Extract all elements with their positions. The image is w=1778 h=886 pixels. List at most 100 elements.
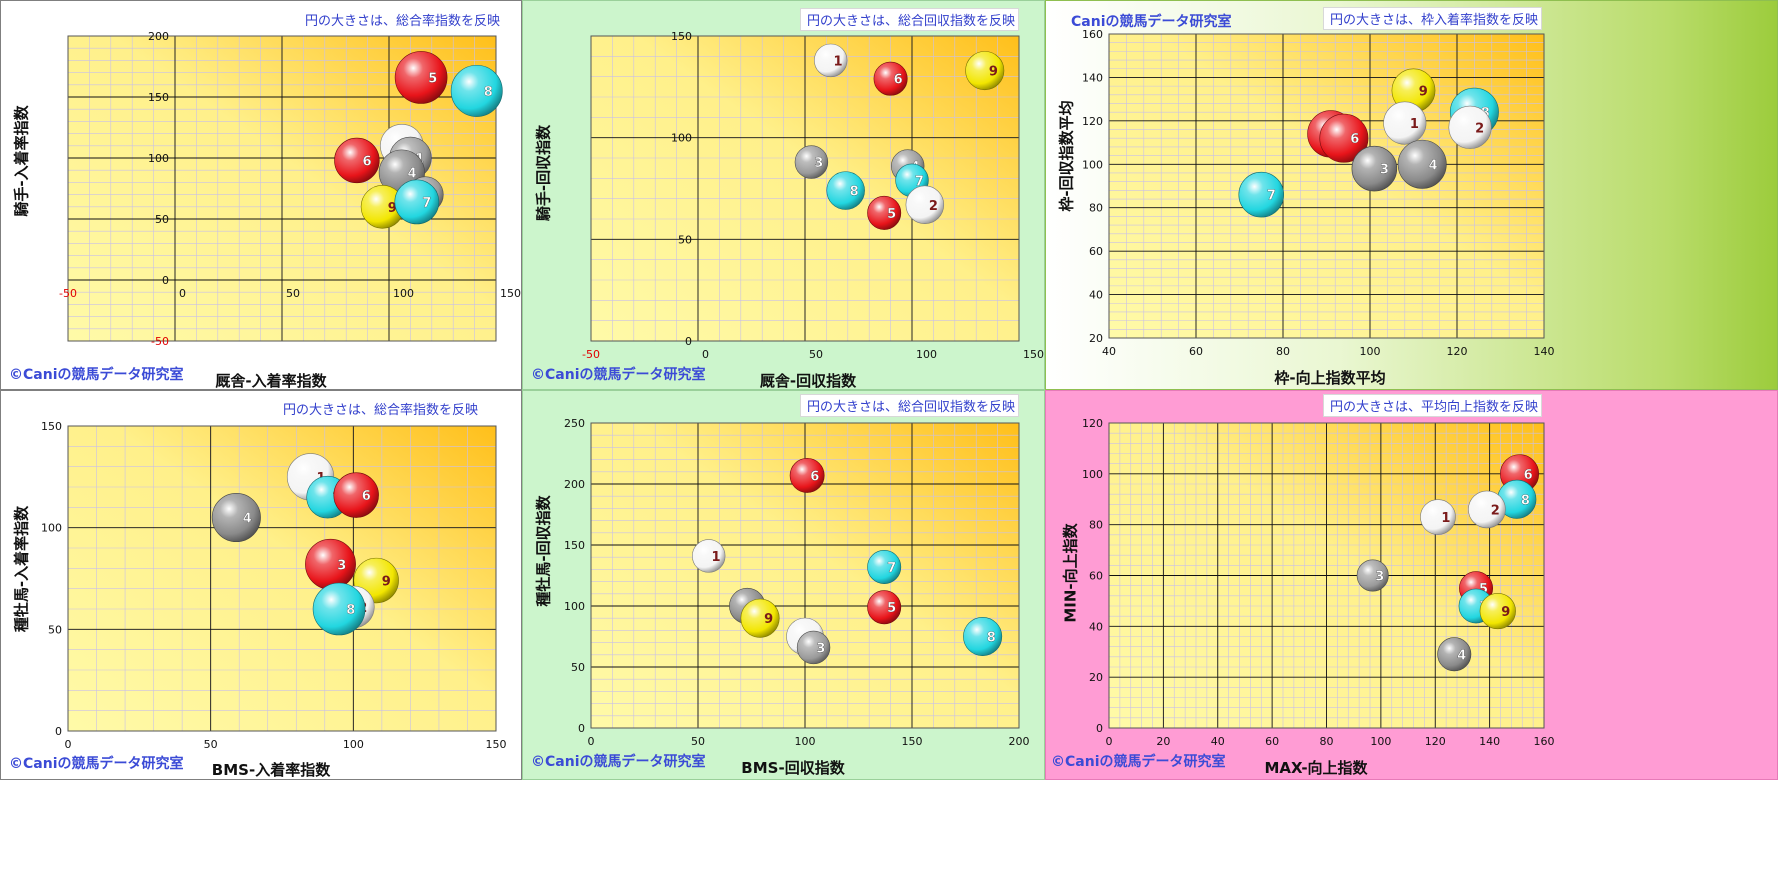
y-tick-label: 0 xyxy=(685,335,692,348)
x-tick-label: 80 xyxy=(1320,735,1334,748)
y-tick-label: 40 xyxy=(1089,289,1103,302)
bubble-label: 9 xyxy=(388,201,397,216)
bubble-label: 5 xyxy=(428,71,437,86)
bubble-size-note: 円の大きさは、総合率指数を反映 xyxy=(283,403,479,418)
x-tick-label: 50 xyxy=(691,735,705,748)
y-tick-label: 200 xyxy=(148,30,169,43)
bubble-label: 2 xyxy=(1475,121,1484,136)
y-tick-label: 60 xyxy=(1089,245,1103,258)
bubble-horse-9 xyxy=(1479,592,1516,630)
bubble-label: 6 xyxy=(1524,468,1533,483)
bubble-horse-5 xyxy=(394,51,448,104)
bubble-label: 4 xyxy=(1457,648,1466,663)
bubble-label: 6 xyxy=(362,154,371,169)
bubble-horse-1 xyxy=(1383,101,1427,145)
y-tick-label: 100 xyxy=(1082,158,1103,171)
y-tick-label: 50 xyxy=(571,661,585,674)
x-axis-label: 枠-向上指数平均 xyxy=(1274,369,1386,387)
bubble-label: 5 xyxy=(887,207,896,222)
copyright-label: Caniの競馬データ研究室 xyxy=(1071,14,1232,30)
x-tick-label: 40 xyxy=(1211,735,1225,748)
bubble-size-note: 円の大きさは、枠入着率指数を反映 xyxy=(1323,7,1542,30)
bubble-label: 4 xyxy=(408,167,417,182)
bubble-label: 1 xyxy=(1441,511,1450,526)
bubble-label: 3 xyxy=(337,558,346,573)
y-tick-label: 60 xyxy=(1089,570,1103,583)
x-tick-label: 0 xyxy=(1106,735,1113,748)
bubble-label: 5 xyxy=(887,601,896,616)
bubble-size-note: 円の大きさは、総合回収指数を反映 xyxy=(800,8,1019,31)
x-tick-label: 150 xyxy=(1023,348,1044,361)
bubble-label: 3 xyxy=(816,641,825,656)
y-tick-label: 250 xyxy=(564,417,585,430)
y-axis-label: 騎手-回収指数 xyxy=(534,124,553,222)
x-tick-label: 100 xyxy=(393,287,414,300)
y-tick-label: 50 xyxy=(678,233,692,246)
y-tick-label: 100 xyxy=(1082,468,1103,481)
bubble-horse-4 xyxy=(211,493,261,543)
copyright-label: ©Caniの競馬データ研究室 xyxy=(531,754,706,770)
y-axis-label: 種牡馬-回収指数 xyxy=(534,495,553,607)
x-tick-label: 50 xyxy=(809,348,823,361)
copyright-label: ©Caniの競馬データ研究室 xyxy=(9,756,184,772)
bubble-horse-3 xyxy=(1351,145,1398,192)
y-tick-label: 100 xyxy=(671,132,692,145)
y-axis-label: 枠-回収指数平均 xyxy=(1057,100,1076,212)
x-tick-label: -50 xyxy=(582,348,600,361)
bubble-horse-8 xyxy=(826,171,865,210)
x-tick-label: 50 xyxy=(286,287,300,300)
y-tick-label: 120 xyxy=(1082,417,1103,430)
bubble-horse-4 xyxy=(1437,637,1472,672)
x-tick-label: 140 xyxy=(1534,345,1555,358)
bubble-label: 9 xyxy=(1419,84,1428,99)
bubble-label: 6 xyxy=(810,469,819,484)
bubble-label: 7 xyxy=(915,174,924,189)
y-tick-label: 0 xyxy=(1096,722,1103,735)
copyright-label: ©Caniの競馬データ研究室 xyxy=(531,367,706,383)
x-tick-label: 160 xyxy=(1534,735,1555,748)
y-axis-label: MIN-向上指数 xyxy=(1061,523,1080,623)
bubble-label: 1 xyxy=(1410,117,1419,132)
bubble-label: 6 xyxy=(362,489,371,504)
panel-stable-jockey-return: -50050100150050100150169347825 円の大きさは、総合… xyxy=(522,0,1045,390)
bubble-horse-7 xyxy=(867,549,902,584)
x-axis-label: BMS-回収指数 xyxy=(741,759,845,777)
x-tick-label: 40 xyxy=(1102,345,1116,358)
panel-sire-bms-rate: 05010015005010015017643928 円の大きさは、総合率指数を… xyxy=(0,390,522,780)
x-tick-label: 0 xyxy=(179,287,186,300)
bubble-horse-8 xyxy=(312,582,366,636)
x-tick-label: 140 xyxy=(1479,735,1500,748)
y-axis-label: 種牡馬-入着率指数 xyxy=(12,505,31,633)
bubble-label: 3 xyxy=(1380,163,1389,178)
bubble-horse-1 xyxy=(813,43,848,78)
bubble-label: 5 xyxy=(1479,582,1488,597)
x-axis-label: 厩舎-回収指数 xyxy=(759,372,857,390)
bubble-horse-8 xyxy=(450,64,503,117)
bubble-size-note: 円の大きさは、総合率指数を反映 xyxy=(305,14,501,29)
plot-svg: 05010015005010015017643928 xyxy=(41,420,507,751)
x-axis-label: MAX-向上指数 xyxy=(1264,759,1368,777)
x-tick-label: 0 xyxy=(588,735,595,748)
y-tick-label: 50 xyxy=(155,213,169,226)
y-tick-label: 0 xyxy=(578,722,585,735)
bubble-label: 9 xyxy=(989,65,998,80)
bubble-label: 6 xyxy=(894,73,903,88)
y-tick-label: 100 xyxy=(564,600,585,613)
bubble-label: 3 xyxy=(814,156,823,171)
bubble-horse-3 xyxy=(796,630,831,665)
x-tick-label: 50 xyxy=(204,738,218,751)
y-tick-label: 150 xyxy=(148,91,169,104)
bubble-label: 9 xyxy=(1501,605,1510,620)
y-tick-label: 80 xyxy=(1089,202,1103,215)
bubble-label: 6 xyxy=(1350,132,1359,147)
x-tick-label: 100 xyxy=(1360,345,1381,358)
bubble-horse-1 xyxy=(692,539,726,573)
bubble-label: 7 xyxy=(422,196,431,211)
bubble-horse-6 xyxy=(789,458,825,493)
bubble-size-note: 円の大きさは、平均向上指数を反映 xyxy=(1323,394,1542,417)
x-tick-label: 20 xyxy=(1156,735,1170,748)
plot-area xyxy=(1109,34,1544,338)
